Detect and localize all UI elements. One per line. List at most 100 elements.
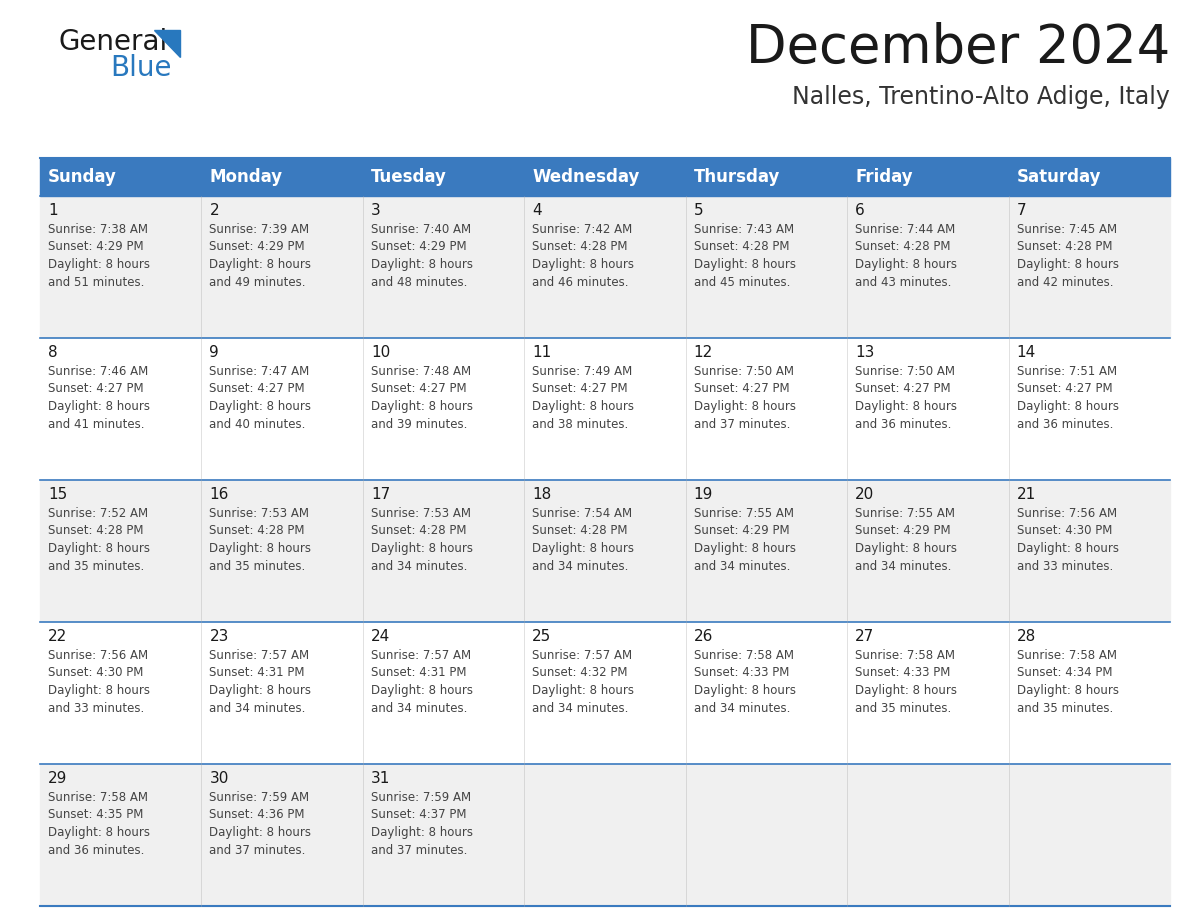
Text: Sunrise: 7:53 AM: Sunrise: 7:53 AM xyxy=(209,507,309,520)
Text: and 40 minutes.: and 40 minutes. xyxy=(209,418,305,431)
Text: 23: 23 xyxy=(209,629,229,644)
Text: Sunrise: 7:43 AM: Sunrise: 7:43 AM xyxy=(694,223,794,236)
Text: Daylight: 8 hours: Daylight: 8 hours xyxy=(694,542,796,555)
Text: 17: 17 xyxy=(371,487,390,502)
Text: and 33 minutes.: and 33 minutes. xyxy=(48,701,144,714)
Bar xyxy=(40,764,1170,906)
Text: Daylight: 8 hours: Daylight: 8 hours xyxy=(694,400,796,413)
Text: Daylight: 8 hours: Daylight: 8 hours xyxy=(855,258,958,271)
Text: Nalles, Trentino-Alto Adige, Italy: Nalles, Trentino-Alto Adige, Italy xyxy=(792,85,1170,109)
Text: 15: 15 xyxy=(48,487,68,502)
Text: 14: 14 xyxy=(1017,345,1036,360)
Text: Wednesday: Wednesday xyxy=(532,168,639,186)
Text: Sunset: 4:37 PM: Sunset: 4:37 PM xyxy=(371,809,467,822)
Text: Daylight: 8 hours: Daylight: 8 hours xyxy=(855,684,958,697)
Text: Sunset: 4:33 PM: Sunset: 4:33 PM xyxy=(855,666,950,679)
Text: and 45 minutes.: and 45 minutes. xyxy=(694,275,790,288)
Text: 19: 19 xyxy=(694,487,713,502)
Text: Sunday: Sunday xyxy=(48,168,116,186)
Text: 27: 27 xyxy=(855,629,874,644)
Text: Sunrise: 7:50 AM: Sunrise: 7:50 AM xyxy=(694,365,794,378)
Text: Daylight: 8 hours: Daylight: 8 hours xyxy=(1017,684,1119,697)
Text: Sunset: 4:29 PM: Sunset: 4:29 PM xyxy=(694,524,789,538)
Text: Sunrise: 7:42 AM: Sunrise: 7:42 AM xyxy=(532,223,632,236)
Text: Sunset: 4:31 PM: Sunset: 4:31 PM xyxy=(371,666,467,679)
Text: Blue: Blue xyxy=(110,54,171,82)
Text: Tuesday: Tuesday xyxy=(371,168,447,186)
Text: Sunset: 4:27 PM: Sunset: 4:27 PM xyxy=(855,383,950,396)
Bar xyxy=(40,338,1170,480)
Text: 30: 30 xyxy=(209,771,229,786)
Text: Sunset: 4:27 PM: Sunset: 4:27 PM xyxy=(209,383,305,396)
Text: 1: 1 xyxy=(48,203,58,218)
Text: and 34 minutes.: and 34 minutes. xyxy=(855,559,952,573)
Text: and 34 minutes.: and 34 minutes. xyxy=(532,559,628,573)
Text: 6: 6 xyxy=(855,203,865,218)
Text: and 34 minutes.: and 34 minutes. xyxy=(371,701,467,714)
Text: 10: 10 xyxy=(371,345,390,360)
Text: 25: 25 xyxy=(532,629,551,644)
Text: and 34 minutes.: and 34 minutes. xyxy=(694,701,790,714)
Text: 16: 16 xyxy=(209,487,229,502)
Text: Daylight: 8 hours: Daylight: 8 hours xyxy=(694,258,796,271)
Text: Sunset: 4:28 PM: Sunset: 4:28 PM xyxy=(532,524,627,538)
Text: and 48 minutes.: and 48 minutes. xyxy=(371,275,467,288)
Text: 5: 5 xyxy=(694,203,703,218)
Text: Daylight: 8 hours: Daylight: 8 hours xyxy=(48,684,150,697)
Text: Sunset: 4:30 PM: Sunset: 4:30 PM xyxy=(1017,524,1112,538)
Text: Sunset: 4:30 PM: Sunset: 4:30 PM xyxy=(48,666,144,679)
Text: 20: 20 xyxy=(855,487,874,502)
Text: Sunset: 4:29 PM: Sunset: 4:29 PM xyxy=(371,241,467,253)
Text: Sunrise: 7:47 AM: Sunrise: 7:47 AM xyxy=(209,365,310,378)
Text: and 33 minutes.: and 33 minutes. xyxy=(1017,559,1113,573)
Text: Sunrise: 7:58 AM: Sunrise: 7:58 AM xyxy=(694,649,794,662)
Text: Daylight: 8 hours: Daylight: 8 hours xyxy=(371,826,473,839)
Text: Thursday: Thursday xyxy=(694,168,781,186)
Text: December 2024: December 2024 xyxy=(746,22,1170,74)
Text: Daylight: 8 hours: Daylight: 8 hours xyxy=(209,826,311,839)
Text: 21: 21 xyxy=(1017,487,1036,502)
Text: 31: 31 xyxy=(371,771,390,786)
Text: and 34 minutes.: and 34 minutes. xyxy=(371,559,467,573)
Text: Daylight: 8 hours: Daylight: 8 hours xyxy=(48,826,150,839)
Text: and 36 minutes.: and 36 minutes. xyxy=(48,844,145,856)
Text: Daylight: 8 hours: Daylight: 8 hours xyxy=(209,542,311,555)
Text: and 37 minutes.: and 37 minutes. xyxy=(694,418,790,431)
Text: 26: 26 xyxy=(694,629,713,644)
Text: and 34 minutes.: and 34 minutes. xyxy=(209,701,305,714)
Text: Sunrise: 7:57 AM: Sunrise: 7:57 AM xyxy=(209,649,310,662)
Text: Monday: Monday xyxy=(209,168,283,186)
Text: Sunrise: 7:55 AM: Sunrise: 7:55 AM xyxy=(855,507,955,520)
Text: Sunrise: 7:56 AM: Sunrise: 7:56 AM xyxy=(1017,507,1117,520)
Text: Sunset: 4:36 PM: Sunset: 4:36 PM xyxy=(209,809,305,822)
Text: 28: 28 xyxy=(1017,629,1036,644)
Text: 8: 8 xyxy=(48,345,58,360)
Text: and 35 minutes.: and 35 minutes. xyxy=(1017,701,1113,714)
Text: Daylight: 8 hours: Daylight: 8 hours xyxy=(371,258,473,271)
Text: Sunrise: 7:56 AM: Sunrise: 7:56 AM xyxy=(48,649,148,662)
Text: Sunset: 4:34 PM: Sunset: 4:34 PM xyxy=(1017,666,1112,679)
Text: Sunrise: 7:58 AM: Sunrise: 7:58 AM xyxy=(48,791,148,804)
Text: Sunset: 4:28 PM: Sunset: 4:28 PM xyxy=(694,241,789,253)
Text: Sunset: 4:28 PM: Sunset: 4:28 PM xyxy=(209,524,305,538)
Text: Daylight: 8 hours: Daylight: 8 hours xyxy=(694,684,796,697)
Text: Daylight: 8 hours: Daylight: 8 hours xyxy=(1017,258,1119,271)
Text: 2: 2 xyxy=(209,203,219,218)
Text: 12: 12 xyxy=(694,345,713,360)
Text: Daylight: 8 hours: Daylight: 8 hours xyxy=(1017,400,1119,413)
Text: 18: 18 xyxy=(532,487,551,502)
Text: Sunrise: 7:55 AM: Sunrise: 7:55 AM xyxy=(694,507,794,520)
Text: Sunrise: 7:48 AM: Sunrise: 7:48 AM xyxy=(371,365,470,378)
Text: and 36 minutes.: and 36 minutes. xyxy=(1017,418,1113,431)
Text: General: General xyxy=(58,28,168,56)
Text: Daylight: 8 hours: Daylight: 8 hours xyxy=(855,400,958,413)
Text: Sunrise: 7:50 AM: Sunrise: 7:50 AM xyxy=(855,365,955,378)
Text: Sunset: 4:29 PM: Sunset: 4:29 PM xyxy=(209,241,305,253)
Text: Sunrise: 7:39 AM: Sunrise: 7:39 AM xyxy=(209,223,310,236)
Text: Daylight: 8 hours: Daylight: 8 hours xyxy=(532,684,634,697)
Text: Sunrise: 7:40 AM: Sunrise: 7:40 AM xyxy=(371,223,470,236)
Text: 3: 3 xyxy=(371,203,380,218)
Text: Sunrise: 7:57 AM: Sunrise: 7:57 AM xyxy=(532,649,632,662)
Text: Sunrise: 7:51 AM: Sunrise: 7:51 AM xyxy=(1017,365,1117,378)
Bar xyxy=(40,622,1170,764)
